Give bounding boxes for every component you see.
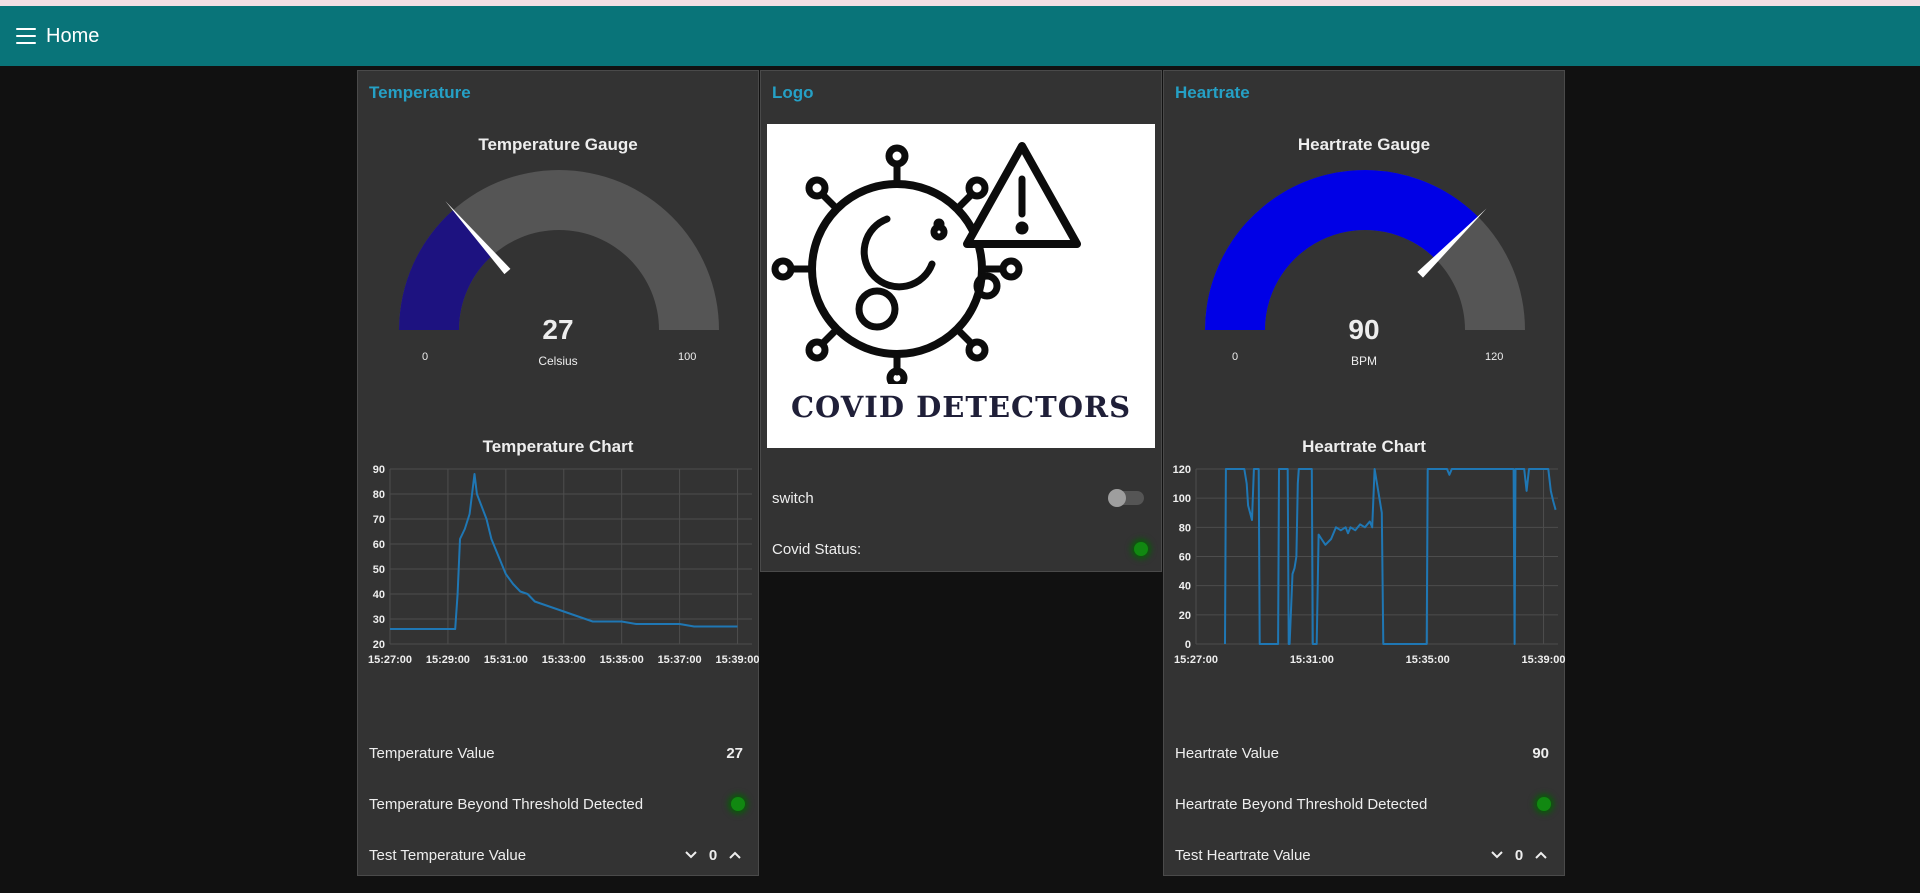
temperature-gauge <box>399 170 719 330</box>
temperature-value-row: Temperature Value 27 <box>369 738 747 768</box>
heartrate-chart-y-tick-label: 80 <box>1179 522 1191 534</box>
temperature-chart-y-tick-label: 40 <box>373 589 385 601</box>
switch-label: switch <box>772 489 814 507</box>
temperature-gauge-needle <box>445 200 511 275</box>
temperature-gauge-value: 27 <box>542 314 574 345</box>
heartrate-value-row: Heartrate Value 90 <box>1175 738 1553 768</box>
heartrate-chart-y-tick-label: 120 <box>1173 464 1191 476</box>
heartrate-threshold-led <box>1537 797 1551 811</box>
heartrate-gauge <box>1205 169 1525 330</box>
temperature-gauge-max: 100 <box>678 351 697 363</box>
temperature-test-stepper[interactable]: 0 <box>679 843 747 867</box>
temperature-threshold-led <box>731 797 745 811</box>
temperature-value-text: 27 <box>726 744 743 762</box>
heartrate-threshold-row: Heartrate Beyond Threshold Detected <box>1175 789 1553 819</box>
temperature-group-title: Temperature <box>369 83 471 102</box>
chevron-down-icon[interactable] <box>679 843 703 867</box>
covid-status-led <box>1134 542 1148 556</box>
heartrate-chart-x-tick-label: 15:27:00 <box>1174 654 1218 666</box>
heartrate-test-label: Test Heartrate Value <box>1175 846 1311 864</box>
logo-group: Logo COVID DETEC <box>760 70 1162 572</box>
logo-text: COVID DETECTORS <box>790 390 1132 424</box>
heartrate-chart-y-tick-label: 0 <box>1185 639 1191 651</box>
heartrate-gauge-fill <box>1205 169 1479 330</box>
heartrate-chart-y-tick-label: 100 <box>1173 493 1191 505</box>
heartrate-threshold-label: Heartrate Beyond Threshold Detected <box>1175 795 1428 813</box>
chevron-up-icon[interactable] <box>1529 843 1553 867</box>
temperature-threshold-label: Temperature Beyond Threshold Detected <box>369 795 644 813</box>
temperature-value-label: Temperature Value <box>369 744 495 762</box>
temperature-gauge-title: Temperature Gauge <box>478 135 638 154</box>
temperature-chart-x-tick-label: 15:37:00 <box>658 654 702 666</box>
heartrate-gauge-units: BPM <box>1350 354 1377 368</box>
heartrate-test-value: 0 <box>1514 846 1524 864</box>
temperature-gauge-units: Celsius <box>538 354 578 368</box>
virus-warning-icon <box>771 142 1081 389</box>
temperature-chart-y-tick-label: 80 <box>373 489 385 501</box>
temperature-chart-title: Temperature Chart <box>482 437 634 456</box>
heartrate-chart-x-tick-label: 15:39:00 <box>1521 654 1565 666</box>
temperature-chart-x-tick-label: 15:31:00 <box>484 654 528 666</box>
switch-toggle[interactable] <box>1108 489 1144 507</box>
temperature-chart: 20 30 40 50 60 70 80 90 15:27:00 15:29:00 15:31:00… <box>368 464 760 666</box>
temperature-gauge-track <box>399 170 719 330</box>
dashboard-toolbar: Home <box>0 6 1920 66</box>
temperature-chart-y-tick-label: 20 <box>373 639 385 651</box>
heartrate-chart-x-tick-label: 15:31:00 <box>1290 654 1334 666</box>
heartrate-gauge-value: 90 <box>1348 314 1380 345</box>
heartrate-gauge-max: 120 <box>1485 351 1504 363</box>
covid-detectors-logo: COVID DETECTORS <box>767 124 1155 448</box>
heartrate-chart-y-tick-label: 60 <box>1179 552 1191 564</box>
heartrate-test-stepper[interactable]: 0 <box>1485 843 1553 867</box>
heartrate-value-text: 90 <box>1532 744 1549 762</box>
logo-group-title: Logo <box>772 83 814 102</box>
covid-status-label: Covid Status: <box>772 540 862 558</box>
heartrate-chart-series-line <box>1224 468 1557 645</box>
temperature-chart-x-tick-label: 15:27:00 <box>368 654 412 666</box>
temperature-chart-x-tick-label: 15:39:00 <box>715 654 759 666</box>
temperature-chart-y-tick-label: 90 <box>373 464 385 476</box>
page-title: Home <box>46 24 100 47</box>
temperature-gauge-fill <box>399 209 493 330</box>
chevron-up-icon[interactable] <box>723 843 747 867</box>
heartrate-chart-y-tick-label: 20 <box>1179 610 1191 622</box>
temperature-test-label: Test Temperature Value <box>369 846 527 864</box>
temperature-chart-y-tick-label: 70 <box>373 514 385 526</box>
covid-status-row: Covid Status: <box>772 534 1150 564</box>
heartrate-chart: 0 20 40 60 80 100 120 15:27:00 15:31:00 15:35:00 1… <box>1173 464 1566 666</box>
temperature-test-value: 0 <box>708 846 718 864</box>
chevron-down-icon[interactable] <box>1485 843 1509 867</box>
heartrate-chart-y-tick-label: 40 <box>1179 581 1191 593</box>
heartrate-chart-x-tick-label: 15:35:00 <box>1406 654 1450 666</box>
heartrate-chart-title: Heartrate Chart <box>1302 437 1426 456</box>
switch-row[interactable]: switch <box>772 483 1150 513</box>
heartrate-gauge-min: 0 <box>1232 351 1239 363</box>
temperature-chart-x-tick-label: 15:33:00 <box>542 654 586 666</box>
temperature-threshold-row: Temperature Beyond Threshold Detected <box>369 789 747 819</box>
hamburger-menu-icon[interactable] <box>16 28 36 44</box>
window-top-strip <box>0 0 1920 6</box>
heartrate-group-title: Heartrate <box>1175 83 1250 102</box>
temperature-test-row: Test Temperature Value 0 <box>369 840 747 870</box>
heartrate-gauge-needle <box>1417 208 1487 278</box>
temperature-chart-series-line <box>390 473 738 630</box>
heartrate-gauge-title: Heartrate Gauge <box>1297 135 1431 154</box>
temperature-group: Temperature Temperature Gauge 27 Celsius… <box>357 70 760 876</box>
temperature-chart-y-tick-label: 60 <box>373 539 385 551</box>
temperature-gauge-min: 0 <box>422 351 429 363</box>
temperature-chart-y-tick-label: 50 <box>373 564 385 576</box>
temperature-chart-x-tick-label: 15:29:00 <box>426 654 470 666</box>
heartrate-group: Heartrate Heartrate Gauge 90 BPM 0 120 H… <box>1163 70 1566 876</box>
temperature-chart-x-tick-label: 15:35:00 <box>600 654 644 666</box>
heartrate-value-label: Heartrate Value <box>1175 744 1279 762</box>
temperature-chart-y-tick-label: 30 <box>373 614 385 626</box>
heartrate-test-row: Test Heartrate Value 0 <box>1175 840 1553 870</box>
